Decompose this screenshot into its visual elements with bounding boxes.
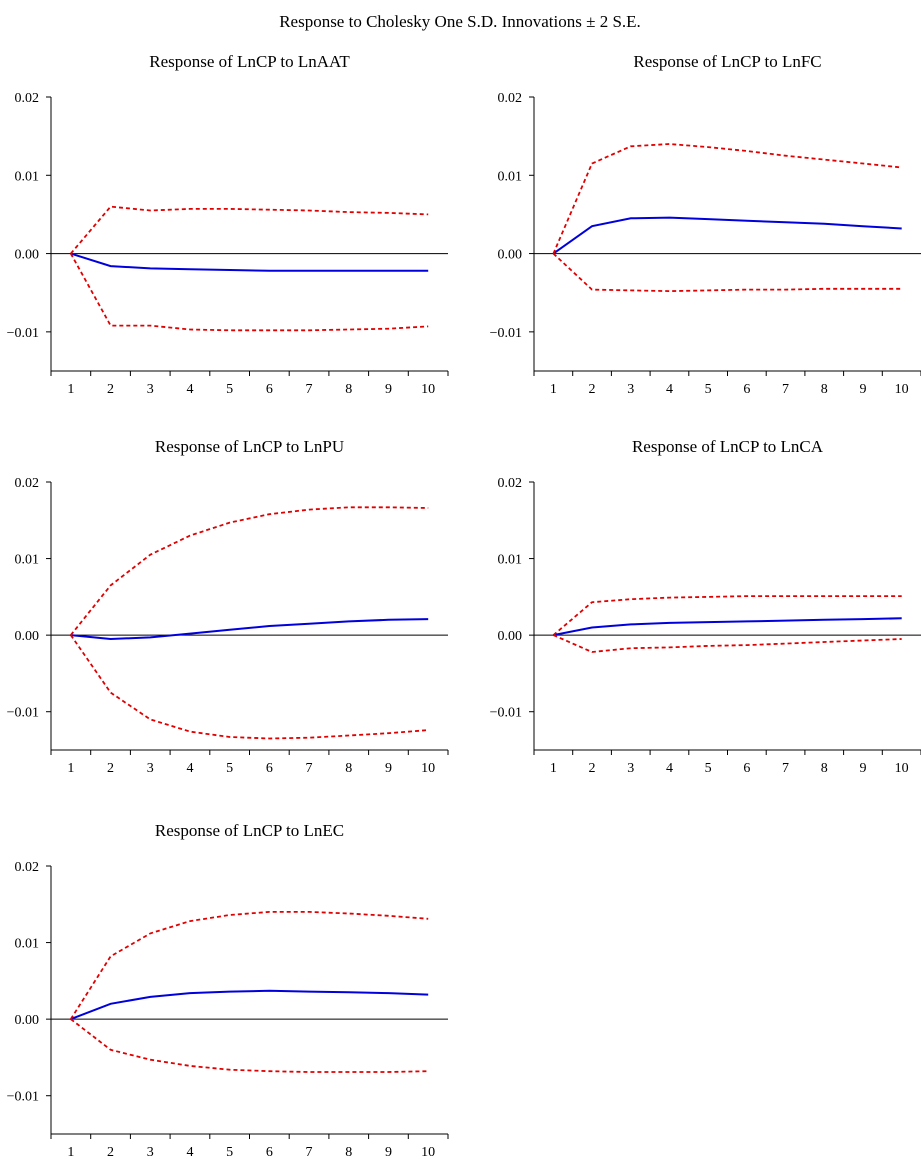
y-tick-label: 0.01 — [498, 553, 523, 568]
x-tick-label: 9 — [385, 382, 392, 397]
response-line — [70, 618, 429, 641]
x-tick-label: 6 — [266, 1145, 273, 1159]
x-tick-label: 9 — [859, 382, 866, 397]
upper-band-line — [70, 506, 429, 636]
x-tick-label: 8 — [345, 761, 352, 776]
irf-panel-5: Response of LnCP to LnEC −0.01 0.00 0.01 0.0… — [7, 821, 449, 1159]
y-tick-label: −0.01 — [490, 326, 522, 341]
x-tick-label: 10 — [421, 761, 435, 776]
y-tick-label: 0.00 — [15, 248, 40, 263]
panel-title: Response of LnCP to LnEC — [155, 821, 344, 840]
x-tick-label: 9 — [385, 1145, 392, 1159]
x-tick-label: 4 — [666, 382, 673, 397]
y-tick-label: 0.01 — [498, 169, 523, 184]
y-tick-label: 0.01 — [15, 169, 40, 184]
x-tick-label: 3 — [627, 382, 634, 397]
response-line — [552, 216, 902, 255]
x-tick-label: 2 — [107, 382, 114, 397]
y-tick-label: −0.01 — [7, 326, 39, 341]
y-tick-label: 0.02 — [15, 860, 40, 875]
x-tick-label: 4 — [186, 1145, 193, 1159]
x-tick-label: 8 — [345, 382, 352, 397]
panel-title: Response of LnCP to LnAAT — [149, 52, 350, 71]
x-tick-label: 7 — [782, 382, 789, 397]
irf-panel-4: Response of LnCP to LnCA −0.01 0.00 0.01 0.0… — [490, 437, 921, 776]
response-line — [70, 252, 429, 272]
x-tick-label: 1 — [67, 761, 74, 776]
x-tick-label: 10 — [895, 382, 909, 397]
x-tick-label: 9 — [859, 761, 866, 776]
upper-band-line — [70, 911, 429, 1020]
x-tick-label: 8 — [821, 761, 828, 776]
x-tick-label: 7 — [306, 1145, 313, 1159]
y-tick-label: 0.00 — [498, 629, 523, 644]
x-tick-label: 10 — [421, 1145, 435, 1159]
x-tick-label: 5 — [226, 761, 233, 776]
x-tick-label: 5 — [705, 382, 712, 397]
y-tick-label: 0.02 — [15, 476, 40, 491]
x-tick-label: 4 — [666, 761, 673, 776]
irf-panel-1: Response of LnCP to LnAAT −0.01 0.00 0.01 0.… — [7, 52, 449, 397]
x-tick-label: 8 — [345, 1145, 352, 1159]
lower-band-line — [552, 252, 902, 293]
x-tick-label: 1 — [550, 382, 557, 397]
y-tick-label: 0.01 — [15, 553, 40, 568]
x-tick-label: 6 — [266, 761, 273, 776]
response-line — [553, 617, 902, 637]
x-tick-label: 7 — [306, 761, 313, 776]
x-tick-label: 3 — [627, 761, 634, 776]
lower-band-line — [70, 634, 429, 740]
response-line — [70, 989, 429, 1021]
x-tick-label: 7 — [782, 761, 789, 776]
x-tick-label: 5 — [226, 382, 233, 397]
upper-band-line — [552, 143, 902, 254]
x-tick-label: 5 — [705, 761, 712, 776]
x-tick-label: 6 — [266, 382, 273, 397]
lower-band-line — [553, 634, 902, 653]
x-tick-label: 2 — [589, 382, 596, 397]
x-tick-label: 3 — [147, 761, 154, 776]
x-tick-label: 1 — [67, 382, 74, 397]
x-tick-label: 6 — [743, 761, 750, 776]
x-tick-label: 1 — [550, 761, 557, 776]
y-tick-label: 0.02 — [498, 476, 523, 491]
y-tick-label: 0.02 — [498, 91, 523, 106]
x-tick-label: 4 — [186, 382, 193, 397]
x-tick-label: 2 — [107, 1145, 114, 1159]
irf-panel-2: Response of LnCP to LnFC −0.01 0.00 0.01 0.0… — [490, 52, 921, 397]
y-tick-label: −0.01 — [490, 706, 522, 721]
y-tick-label: 0.00 — [15, 629, 40, 644]
y-tick-label: 0.00 — [498, 248, 523, 263]
upper-band-line — [552, 595, 902, 636]
x-tick-label: 7 — [306, 382, 313, 397]
panel-title: Response of LnCP to LnPU — [155, 437, 344, 456]
x-tick-label: 5 — [226, 1145, 233, 1159]
x-tick-label: 6 — [743, 382, 750, 397]
panel-title: Response of LnCP to LnFC — [633, 52, 821, 71]
x-tick-label: 3 — [147, 1145, 154, 1159]
lower-band-line — [70, 1018, 429, 1073]
x-tick-label: 2 — [589, 761, 596, 776]
panel-title: Response of LnCP to LnCA — [632, 437, 824, 456]
y-tick-label: 0.00 — [15, 1013, 40, 1028]
lower-band-line — [70, 253, 429, 332]
y-tick-label: −0.01 — [7, 706, 39, 721]
x-tick-label: 2 — [107, 761, 114, 776]
y-tick-label: −0.01 — [7, 1090, 39, 1105]
x-tick-label: 8 — [821, 382, 828, 397]
y-tick-label: 0.02 — [15, 91, 40, 106]
x-tick-label: 10 — [421, 382, 435, 397]
x-tick-label: 1 — [67, 1145, 74, 1159]
figure-title: Response to Cholesky One S.D. Innovation… — [279, 12, 641, 31]
x-tick-label: 9 — [385, 761, 392, 776]
x-tick-label: 4 — [186, 761, 193, 776]
irf-panel-3: Response of LnCP to LnPU −0.01 0.00 0.01 0.0… — [7, 437, 449, 776]
upper-band-line — [70, 205, 429, 255]
x-tick-label: 10 — [895, 761, 909, 776]
y-tick-label: 0.01 — [15, 937, 40, 952]
x-tick-label: 3 — [147, 382, 154, 397]
